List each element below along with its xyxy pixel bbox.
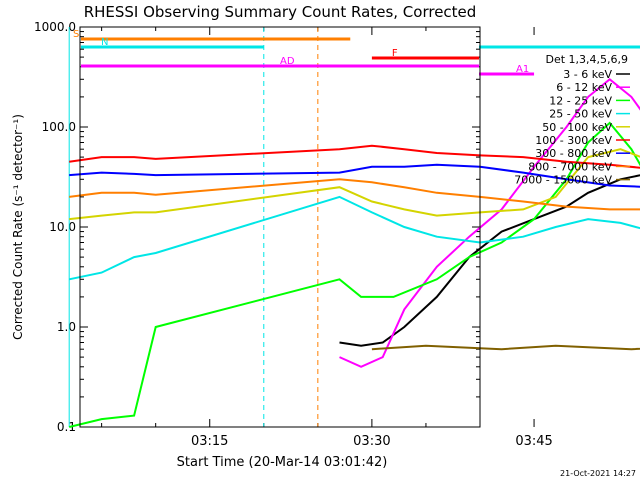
legend-label: 300 - 800 keV: [535, 147, 612, 160]
y-tick-label: 0.1: [57, 420, 76, 434]
legend-label: 3 - 6 keV: [563, 68, 612, 81]
series-line: [68, 195, 640, 281]
x-axis-label: Start Time (20-Mar-14 03:01:42): [177, 455, 388, 470]
x-tick-label: 03:15: [191, 434, 228, 449]
x-tick-label: 03:45: [515, 434, 552, 449]
chart-title: RHESSI Observing Summary Count Rates, Co…: [84, 3, 477, 21]
legend-label: 6 - 12 keV: [556, 81, 612, 94]
x-tick-label: 03:30: [353, 434, 390, 449]
plot-frame: [79, 26, 481, 428]
y-tick-label: 1.0: [57, 320, 76, 334]
attenuator-bar-label: S: [73, 29, 79, 40]
attenuator-bar-label: F: [392, 48, 398, 59]
attenuator-bar-label: N: [101, 37, 108, 48]
timestamp-footer: 21-Oct-2021 14:27: [560, 469, 636, 478]
legend-label: 25 - 50 keV: [549, 108, 612, 121]
series-line: [69, 148, 640, 221]
attenuator-bar-label: AD: [280, 56, 295, 67]
series-line: [69, 178, 640, 211]
legend-title: Det 1,3,4,5,6,9: [545, 53, 628, 66]
legend-label: 7000 - 15000 keV: [514, 174, 612, 187]
legend-label: 12 - 25 keV: [549, 94, 612, 107]
y-tick-label: 1000.0: [34, 20, 76, 34]
series-line: [371, 344, 640, 351]
series-line: [69, 144, 640, 169]
legend-label: 100 - 300 keV: [535, 134, 612, 147]
y-tick-label: 100.0: [42, 120, 76, 134]
y-axis-label: Corrected Count Rate (s⁻¹ detector⁻¹): [11, 114, 25, 340]
series-line: [339, 174, 640, 347]
series-line: [68, 121, 640, 428]
legend-label: 800 - 7000 keV: [528, 160, 612, 173]
attenuator-bar-label: A1: [516, 64, 529, 75]
series-line: [69, 163, 640, 188]
legend-label: 50 - 100 keV: [542, 121, 612, 134]
series-line: [339, 78, 640, 368]
y-tick-label: 10.0: [49, 220, 76, 234]
